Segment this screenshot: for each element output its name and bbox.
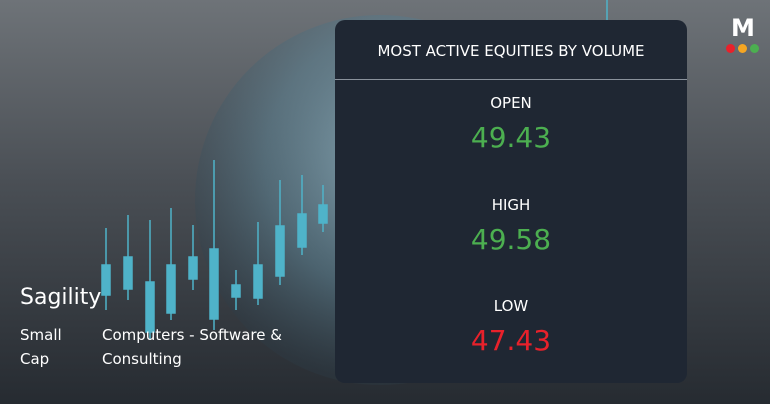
- panel-title: MOST ACTIVE EQUITIES BY VOLUME: [377, 42, 645, 60]
- stat-label: OPEN: [490, 94, 532, 112]
- logo-dot: [726, 44, 735, 53]
- company-sector: Computers - Software & Consulting: [102, 326, 282, 368]
- logo-dot: [738, 44, 747, 53]
- divider: [335, 79, 687, 80]
- stat-value: 49.58: [470, 222, 552, 256]
- company-name: Sagility: [20, 285, 102, 310]
- stat-label: LOW: [493, 297, 529, 315]
- stat-value: 47.43: [470, 324, 552, 357]
- stats-panel: MOST ACTIVE EQUITIES BY VOLUME OPEN 49.43…: [335, 20, 687, 383]
- logo-dot: [750, 44, 759, 53]
- stat-value: 49.43: [470, 121, 552, 154]
- stat-label: HIGH: [491, 195, 531, 214]
- candlesticks: [101, 0, 608, 340]
- logo: M: [731, 14, 755, 42]
- company-size: Small Cap: [20, 326, 62, 368]
